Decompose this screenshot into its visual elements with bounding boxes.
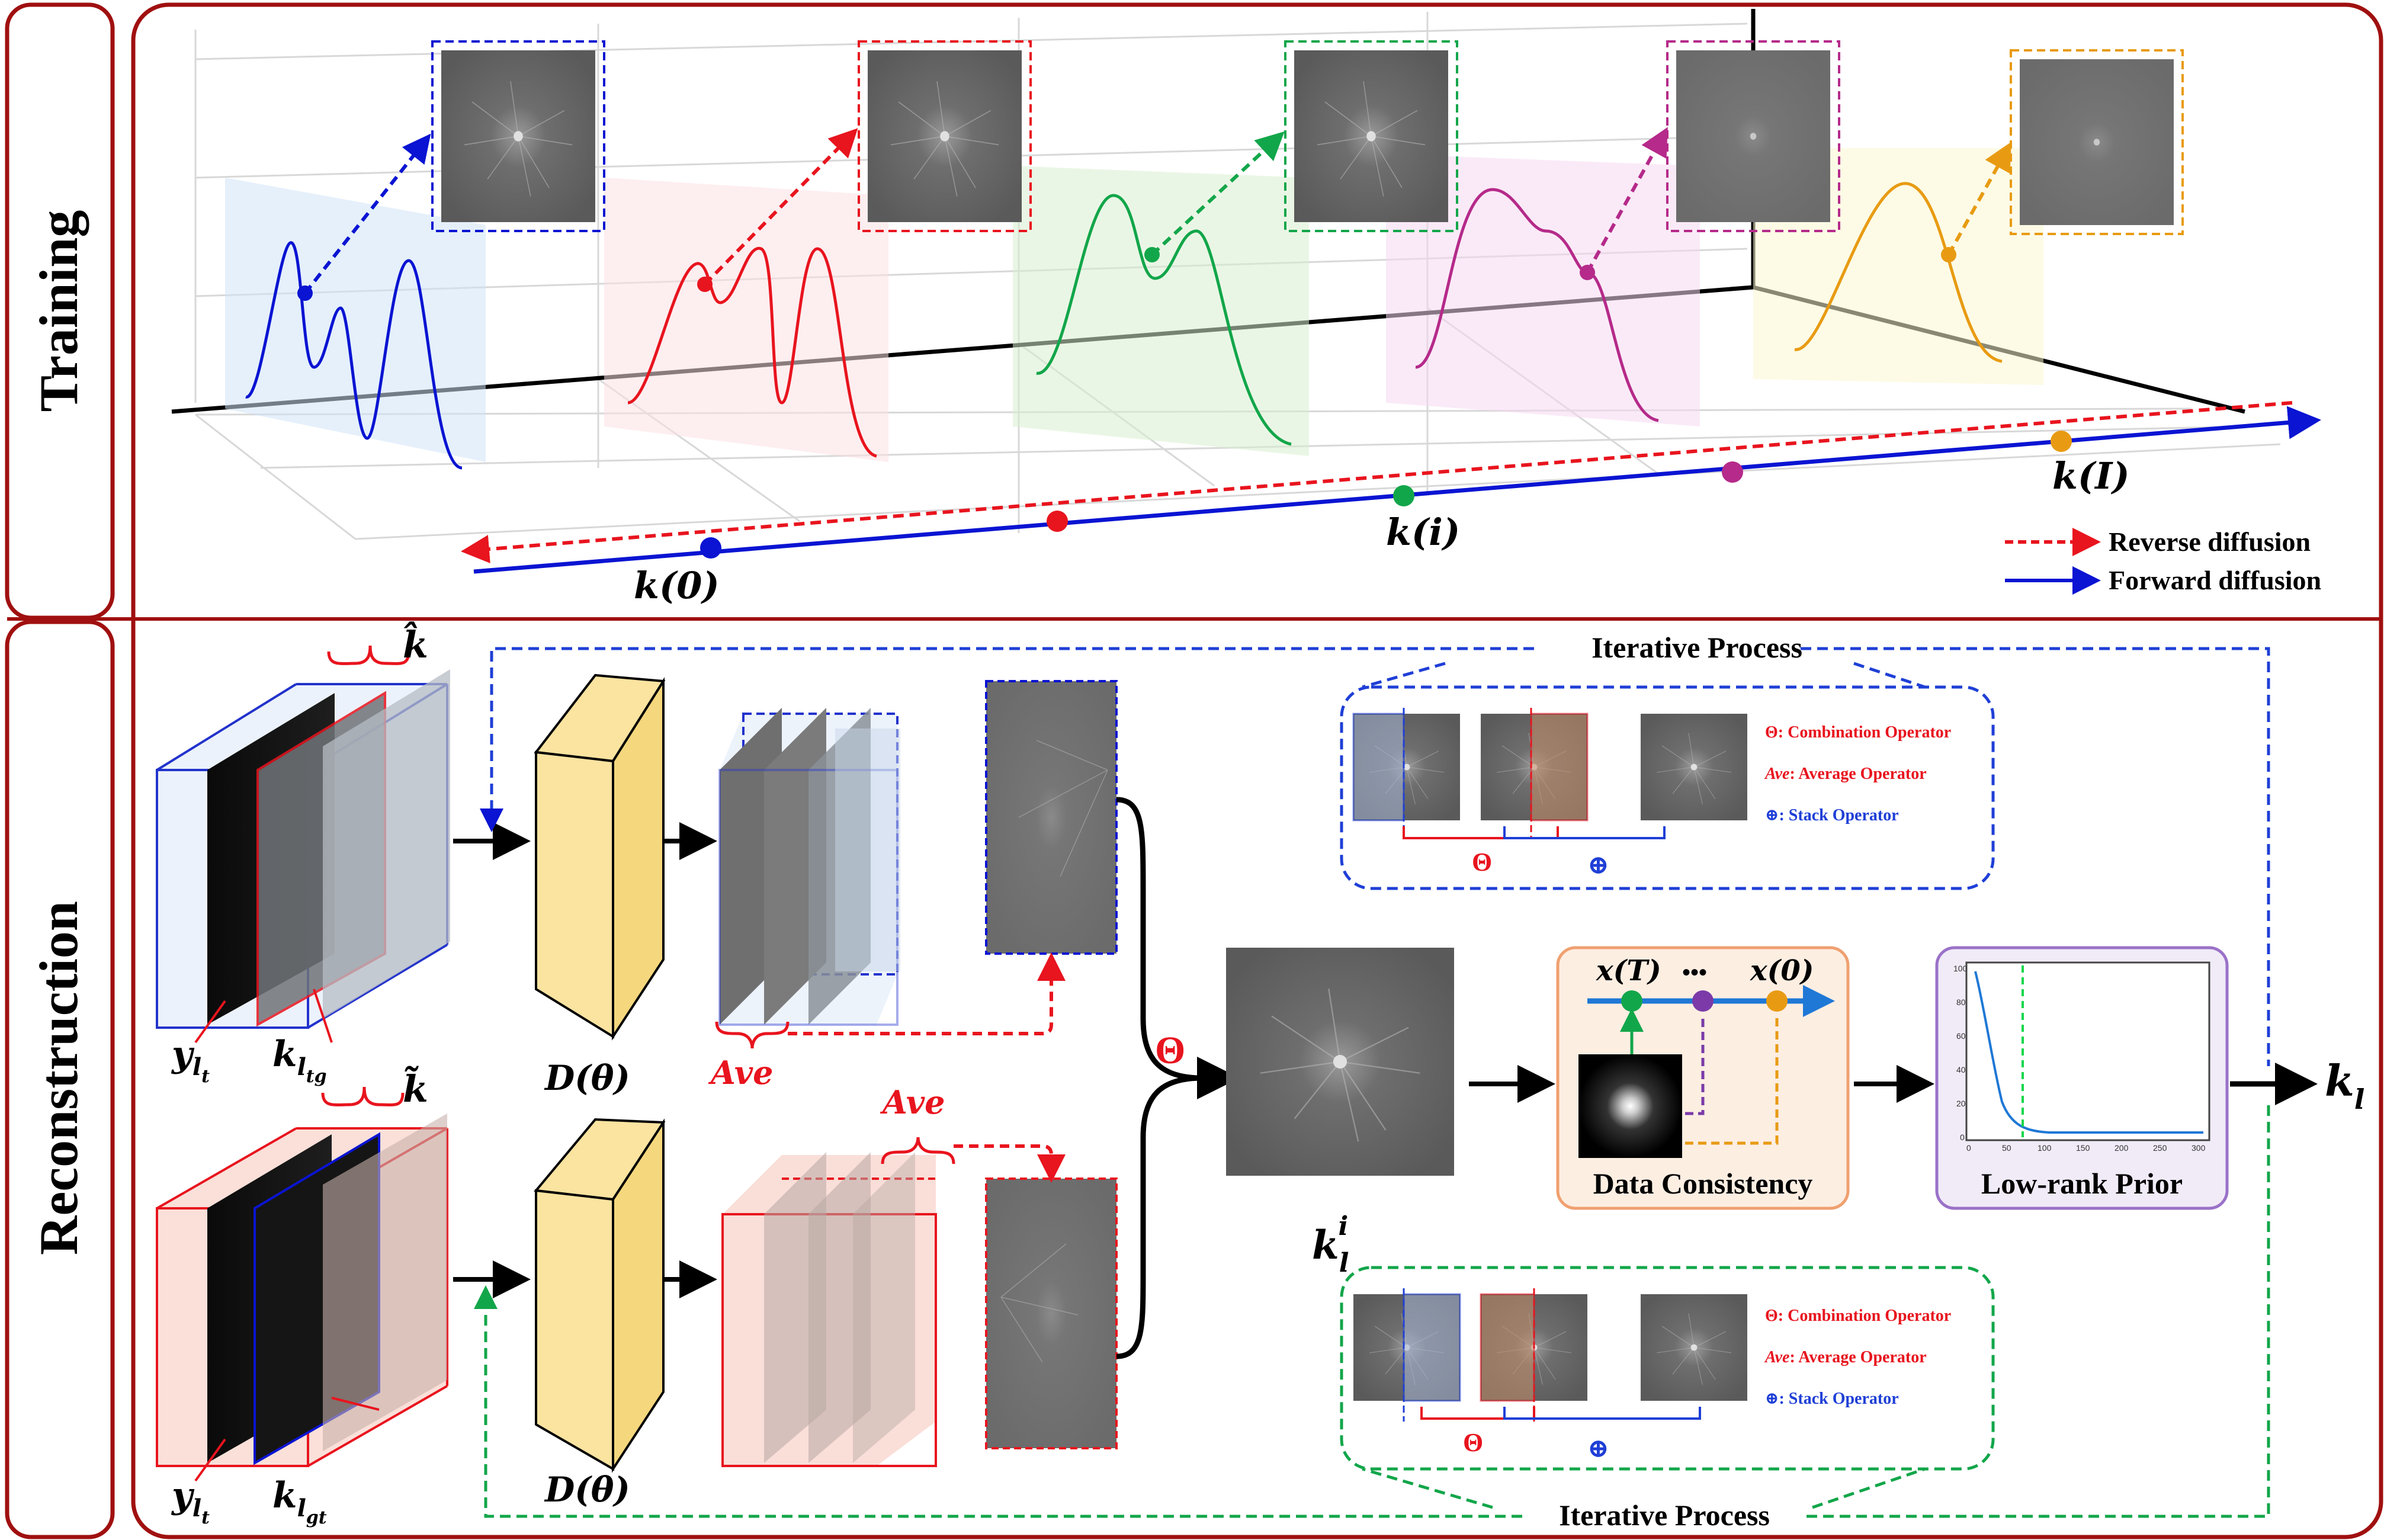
top-input-labels: ylt kltg (171, 989, 333, 1087)
svg-text:Θ: Combination Operator: Θ: Combination Operator (1765, 1307, 1951, 1325)
legend-reverse-label: Reverse diffusion (2109, 527, 2311, 557)
low-rank-yticks: 100 80 60 40 20 0 (1953, 964, 1968, 1142)
low-rank-box (1935, 946, 2229, 1210)
svg-text:0: 0 (1966, 1143, 1971, 1153)
op-top-theta: Θ (1472, 848, 1492, 877)
bottom-input-labels: ylt klgt (171, 1397, 380, 1528)
svg-text:Ave: Average Operator: Ave: Average Operator (1764, 765, 1927, 783)
data-consistency-box (1556, 946, 1850, 1210)
svg-text:60: 60 (1956, 1031, 1966, 1041)
k0-label: k(0) (634, 564, 720, 607)
dc-x0-label: x(0) (1750, 954, 1814, 987)
bottom-network-label: D(θ) (544, 1470, 630, 1510)
ki-label: k(i) (1386, 511, 1460, 554)
iterative-process-top-label: Iterative Process (1592, 631, 1802, 664)
bottom-ave-arrow (954, 1144, 1066, 1183)
kli-label: kli (1312, 1211, 1349, 1278)
k-hat-label: k̂ (403, 621, 428, 666)
kli-image (1225, 947, 1455, 1177)
training-legend (2005, 528, 2101, 595)
bottom-average-output (985, 1178, 1118, 1449)
training-thumb-arrows (303, 127, 2011, 294)
diffusion-axis-dots (700, 431, 2072, 559)
svg-text:150: 150 (2076, 1143, 2090, 1153)
svg-text:200: 200 (2115, 1143, 2129, 1153)
curve-green (1036, 194, 1292, 446)
svg-text:⊕: Stack Operator: ⊕: Stack Operator (1765, 1390, 1899, 1408)
svg-text:80: 80 (1956, 997, 1966, 1007)
curve-orange (1794, 182, 2003, 363)
bottom-ave-label: Ave (880, 1083, 945, 1121)
curve-red (627, 246, 877, 458)
svg-text:50: 50 (2002, 1143, 2011, 1153)
top-k-label: kltg (272, 1034, 327, 1087)
iterative-loop-top (480, 647, 2270, 1066)
bottom-y-label: ylt (171, 1475, 210, 1528)
k-tilde-label: k̃ (403, 1066, 428, 1111)
svg-text:100: 100 (1953, 964, 1968, 973)
dc-dots: ••• (1682, 959, 1707, 986)
svg-text:20: 20 (1956, 1099, 1966, 1108)
curve-magenta (1415, 188, 1659, 422)
output-kl-label: kl (2325, 1055, 2364, 1115)
top-ave-arrow (788, 952, 1066, 1035)
iterative-process-bottom-label: Iterative Process (1559, 1499, 1770, 1532)
curve-blue (245, 241, 463, 470)
svg-text:0: 0 (1960, 1132, 1965, 1142)
dc-title: Data Consistency (1593, 1167, 1813, 1200)
operator-box-bottom (1340, 1266, 1995, 1471)
svg-text:250: 250 (2153, 1143, 2167, 1153)
bottom-ave-brace (881, 1137, 955, 1164)
svg-text:Ave: Average Operator: Ave: Average Operator (1764, 1348, 1927, 1366)
svg-text:Θ: Combination Operator: Θ: Combination Operator (1765, 723, 1951, 742)
svg-text:100: 100 (2038, 1143, 2052, 1153)
top-network-block (534, 673, 666, 1041)
top-ave-brace (715, 1021, 790, 1049)
combination-brace (1116, 797, 1203, 1359)
low-rank-xticks: 0 50 100 150 200 250 300 (1966, 1143, 2206, 1153)
section-frames (5, 2, 2383, 1539)
svg-text:300: 300 (2192, 1143, 2206, 1153)
legend-forward-label: Forward diffusion (2109, 565, 2321, 595)
bottom-input-cube (156, 1086, 448, 1467)
training-curves (245, 182, 2003, 470)
op-bottom-stack: ⊕ (1587, 1434, 1609, 1463)
top-input-cube (156, 645, 450, 1029)
theta-label: Θ (1155, 1029, 1185, 1072)
op-bottom-theta: Θ (1463, 1428, 1483, 1457)
operator-box-top (1340, 685, 1995, 890)
top-ave-label: Ave (708, 1054, 773, 1092)
op-top-stack: ⊕ (1587, 851, 1609, 880)
low-rank-title: Low-rank Prior (1981, 1167, 2183, 1200)
kI-label: k(I) (2052, 454, 2130, 498)
bottom-output-stack (721, 1152, 937, 1467)
training-thumb-dots (297, 247, 1956, 301)
training-label: Training (28, 210, 89, 412)
dc-xT-label: x(T) (1596, 954, 1661, 987)
bottom-network-block (534, 1118, 666, 1473)
bottom-k-label: klgt (272, 1475, 327, 1528)
top-average-output (985, 680, 1118, 955)
top-network-label: D(θ) (544, 1058, 630, 1098)
top-y-label: ylt (171, 1034, 210, 1087)
svg-text:⊕: Stack Operator: ⊕: Stack Operator (1765, 806, 1899, 824)
svg-text:40: 40 (1956, 1065, 1966, 1074)
op-top-legend: Θ: Combination Operator Ave: Average Ope… (1764, 723, 1951, 824)
top-output-stack (718, 708, 900, 1026)
op-bottom-legend: Θ: Combination Operator Ave: Average Ope… (1764, 1307, 1951, 1408)
iterative-loop-bottom (474, 1102, 2270, 1518)
reconstruction-label: Reconstruction (28, 901, 89, 1255)
